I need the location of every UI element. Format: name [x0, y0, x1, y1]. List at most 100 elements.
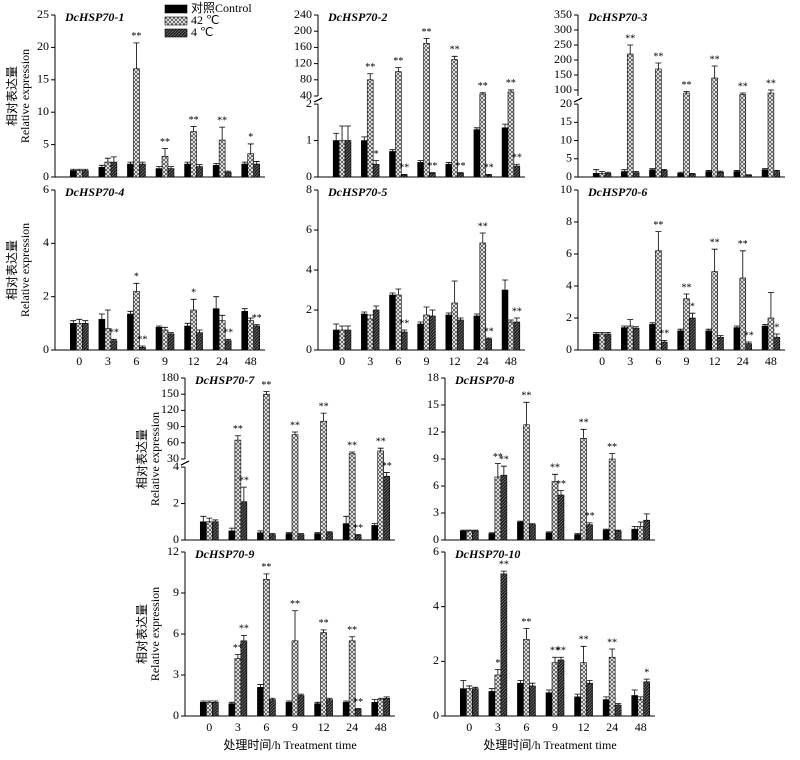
error-bar [580, 645, 587, 663]
error-bar [355, 708, 362, 710]
bar [592, 173, 600, 178]
error-bar [473, 313, 480, 316]
x-tick-label: 6 [655, 354, 661, 368]
y-tick-label: 0 [173, 708, 179, 722]
bar [517, 521, 524, 541]
bar [326, 532, 333, 541]
y-tick-label: 4 [433, 598, 439, 612]
error-bar [373, 305, 380, 310]
legend-label: 4 ℃ [191, 25, 213, 39]
error-bar [627, 44, 634, 54]
y-tick-label: 0 [306, 169, 312, 183]
bar [761, 325, 769, 351]
chart-title: DcHSP70-10 [454, 547, 520, 561]
bar [649, 169, 656, 178]
error-bar [609, 648, 616, 658]
y-tick-label: 2 [306, 302, 312, 316]
bar [626, 53, 634, 178]
y-tick-label: 4 [566, 278, 572, 292]
error-bar [733, 325, 740, 328]
bar [429, 173, 436, 178]
error-bar [460, 529, 467, 531]
significance-label: ** [233, 424, 243, 435]
y-tick-label: 0 [433, 708, 439, 722]
error-bar [139, 345, 146, 348]
error-bar [604, 171, 611, 174]
error-bar [240, 634, 247, 641]
y-tick-label: 0 [433, 532, 439, 546]
bar [257, 686, 264, 717]
error-bar [604, 332, 611, 334]
error-bar [257, 684, 264, 688]
error-bar [253, 161, 260, 165]
significance-label: ** [499, 454, 509, 465]
error-bar [705, 328, 712, 331]
y-axis-label: Relative expression [18, 223, 32, 317]
x-tick-label: 9 [684, 354, 690, 368]
error-bar [401, 174, 408, 176]
error-bar [104, 309, 111, 329]
bar [551, 662, 559, 717]
error-bar [320, 412, 327, 422]
bar [621, 171, 628, 178]
significance-label: * [495, 658, 500, 669]
error-bar [603, 528, 610, 531]
error-bar [574, 693, 581, 697]
bar [344, 329, 352, 351]
y-tick-label: 18 [427, 370, 439, 384]
bar [637, 526, 645, 541]
bar [314, 533, 321, 541]
error-bar [762, 324, 769, 326]
bar [614, 704, 622, 717]
y-tick-label: 40 [300, 88, 312, 102]
significance-label: ** [579, 635, 589, 646]
error-bar [371, 699, 378, 703]
error-bar [517, 520, 524, 522]
legend-swatch [164, 4, 188, 14]
x-tick-label: 24 [346, 720, 358, 734]
significance-label: ** [137, 334, 147, 345]
error-bar [423, 38, 430, 44]
bar [190, 131, 197, 178]
error-bar [466, 685, 473, 689]
bar [344, 140, 352, 178]
bar [621, 327, 628, 351]
bar [598, 333, 606, 351]
significance-label: ** [478, 81, 488, 92]
error-bar [733, 170, 740, 172]
significance-label: ** [217, 115, 227, 126]
bar [338, 140, 346, 178]
error-bar [529, 523, 536, 525]
error-bar [333, 132, 340, 141]
error-bar [371, 523, 378, 526]
error-bar [494, 463, 501, 477]
error-bar [292, 431, 298, 435]
bar [332, 329, 340, 351]
significance-label: * [690, 301, 695, 312]
error-bar [593, 332, 600, 334]
bar [366, 318, 374, 351]
significance-label: ** [556, 479, 566, 490]
y-tick-label: 8 [566, 214, 572, 228]
x-tick-label: 9 [292, 720, 298, 734]
bar [240, 640, 248, 717]
error-bar [513, 317, 520, 322]
error-bar [609, 453, 616, 459]
significance-label: * [191, 288, 196, 299]
bar [139, 163, 146, 178]
error-bar [552, 473, 558, 482]
error-bar [200, 515, 207, 522]
significance-label: ** [376, 436, 386, 447]
x-tick-label: 3 [235, 720, 241, 734]
significance-label: ** [239, 475, 249, 486]
significance-label: ** [659, 329, 669, 340]
significance-label: ** [625, 33, 635, 44]
x-tick-label: 48 [765, 354, 777, 368]
error-bar [523, 628, 530, 640]
y-tick-label: 0 [43, 169, 49, 183]
y-tick-label: 2 [566, 310, 572, 324]
bar [218, 139, 226, 178]
y-tick-label: 30 [167, 451, 179, 465]
y-tick-label: 300 [554, 22, 572, 36]
y-axis-label: Relative expression [148, 587, 162, 681]
